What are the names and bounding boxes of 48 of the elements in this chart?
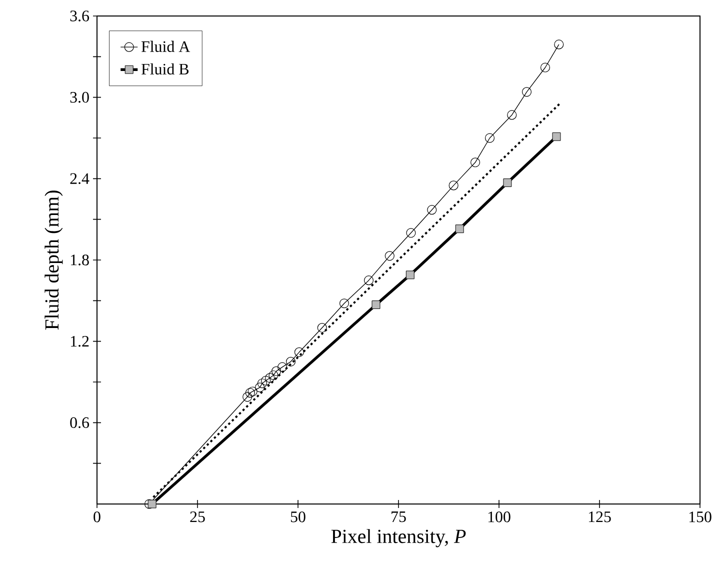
point <box>339 298 350 308</box>
point <box>245 388 255 398</box>
y-tick-label: 1.2 <box>70 336 89 347</box>
x-tick-label: 0 <box>94 512 100 522</box>
point <box>406 228 416 238</box>
point <box>278 362 288 372</box>
point <box>448 180 458 190</box>
x-tick-label: 125 <box>588 512 611 522</box>
point <box>384 251 394 261</box>
point <box>507 110 517 120</box>
point <box>294 347 304 357</box>
point <box>552 132 561 141</box>
point <box>470 158 480 168</box>
point <box>455 224 464 234</box>
point <box>286 356 296 366</box>
point <box>272 366 282 376</box>
point <box>406 270 414 280</box>
point <box>427 205 437 215</box>
point <box>364 276 374 286</box>
point <box>540 62 550 72</box>
x-tick-label: 50 <box>290 512 306 522</box>
x-tick-label: 75 <box>392 512 406 522</box>
y-tick-label: 0.6 <box>70 417 90 428</box>
y-tick-label: 3.0 <box>70 92 89 103</box>
y-tick-label: 2.4 <box>70 173 90 184</box>
point <box>372 300 380 309</box>
y-tick-label: 3.6 <box>70 10 90 22</box>
x-axis-title: Pixel intensity, P <box>331 529 466 548</box>
x-tick-label: 150 <box>689 512 712 522</box>
y-tick-label: 1.8 <box>70 254 89 266</box>
point <box>554 40 564 50</box>
point <box>503 178 512 187</box>
point <box>261 376 271 386</box>
point <box>242 392 252 402</box>
point <box>268 370 278 380</box>
point <box>265 373 275 383</box>
point <box>257 378 268 388</box>
point <box>255 382 265 392</box>
legend-label: Fluid B <box>141 63 189 75</box>
x-tick-label: 25 <box>190 512 205 522</box>
point <box>248 386 258 396</box>
x-tick-label: 100 <box>488 512 510 522</box>
y-axis-title: Fluid depth (mm) <box>44 190 63 330</box>
point <box>148 500 156 508</box>
point <box>484 133 495 143</box>
point <box>522 87 532 97</box>
legend-label: Fluid A <box>141 40 190 52</box>
point <box>317 322 327 333</box>
